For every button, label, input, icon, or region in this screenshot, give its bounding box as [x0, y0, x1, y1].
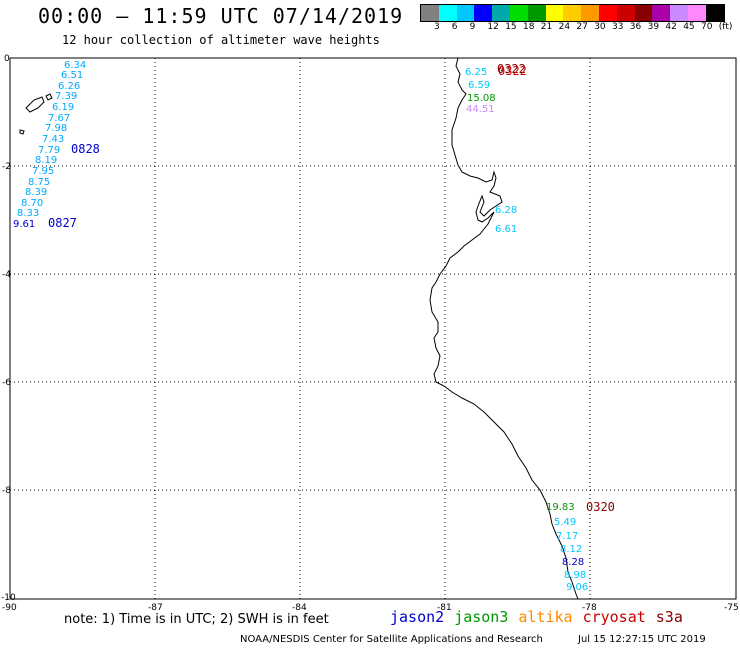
pass-time-label: 0322	[498, 64, 527, 78]
footer-credit: NOAA/NESDIS Center for Satellite Applica…	[240, 634, 543, 645]
swh-value: 6.26	[58, 81, 80, 92]
pass-time-label: 0320	[586, 500, 615, 514]
y-tick-label: -10	[1, 593, 16, 603]
color-scale-bar	[420, 4, 725, 22]
swh-value: 8.98	[564, 570, 586, 581]
x-tick-label: -87	[148, 603, 163, 613]
swh-value: 8.12	[560, 544, 582, 555]
satellite-label-cryosat: cryosat	[582, 608, 646, 626]
y-tick-label: -6	[2, 378, 11, 388]
swh-value: 7.67	[48, 113, 70, 124]
color-scale-tick: 24	[558, 22, 571, 32]
swh-value: 7.43	[42, 134, 64, 145]
islands	[19, 93, 53, 135]
x-tick-label: -90	[2, 603, 17, 613]
swh-value: 19.83	[546, 502, 575, 513]
map-title: 00:00 – 11:59 UTC 07/14/2019	[38, 4, 404, 28]
color-swatch	[652, 5, 671, 21]
swh-value: 6.61	[495, 224, 517, 235]
color-swatch	[687, 5, 706, 21]
color-swatch	[598, 5, 617, 21]
color-swatch	[492, 5, 510, 21]
swh-value: 6.19	[52, 102, 74, 113]
note-text: note: 1) Time is in UTC; 2) SWH is in fe…	[64, 612, 329, 627]
color-scale-tick: 12	[487, 22, 499, 32]
x-tick-label: -78	[582, 603, 597, 613]
color-scale-tick: 39	[647, 22, 660, 32]
color-scale-tick: 27	[576, 22, 588, 32]
swh-value: 6.34	[64, 60, 86, 71]
y-tick-label: -4	[2, 270, 11, 280]
swh-value: 8.75	[28, 177, 50, 188]
color-swatch	[670, 5, 688, 21]
swh-value: 9.06	[566, 582, 588, 593]
swh-value: 15.08	[467, 93, 496, 104]
color-scale-ticks: 3 6 9 12 15 18 21 24 27 30 33 36 39 42 45 70 (ft)	[420, 22, 740, 36]
color-swatch	[509, 5, 528, 21]
color-scale-tick: 36	[629, 22, 642, 32]
color-swatch	[421, 5, 439, 21]
coastline	[429, 57, 579, 600]
color-swatch	[634, 5, 653, 21]
swh-value: 7.79	[38, 145, 60, 156]
color-scale-tick: 21	[540, 22, 553, 32]
y-tick-label: 0	[4, 54, 10, 64]
swh-value: 7.95	[32, 166, 54, 177]
swh-value: 6.59	[468, 80, 490, 91]
footer-timestamp: Jul 15 12:27:15 UTC 2019	[578, 634, 706, 645]
color-scale-tick: 15	[505, 22, 517, 32]
color-scale-tick: 18	[523, 22, 535, 32]
swh-value: 8.19	[35, 155, 57, 166]
color-swatch	[581, 5, 599, 21]
swh-value: 7.17	[556, 531, 578, 542]
x-tick-label: -75	[724, 603, 739, 613]
color-scale-tick: 42	[665, 22, 677, 32]
color-scale-tick: 9	[469, 22, 476, 32]
color-scale-tick: 33	[612, 22, 624, 32]
color-swatch	[438, 5, 457, 21]
color-scale-tick: 3	[434, 22, 440, 32]
swh-value: 8.70	[21, 198, 43, 209]
color-scale-tick: 70	[701, 22, 713, 32]
satellite-legend: jason2 jason3 altika cryosat s3a	[390, 608, 683, 626]
swh-value: 7.39	[55, 91, 77, 102]
color-scale-tick: 30	[594, 22, 606, 32]
map-subtitle: 12 hour collection of altimeter wave hei…	[62, 33, 380, 47]
swh-value: 9.61	[13, 219, 35, 230]
swh-value: 6.28	[495, 205, 517, 216]
color-swatch	[616, 5, 635, 21]
grid-lines	[10, 58, 736, 599]
y-tick-label: -8	[2, 486, 11, 496]
swh-value: 6.25	[465, 67, 487, 78]
satellite-label-jason3: jason3	[454, 608, 509, 626]
swh-value: 8.28	[562, 557, 584, 568]
x-tick-label: -81	[437, 603, 452, 613]
x-tick-label: -84	[292, 603, 307, 613]
swh-value: 5.49	[554, 517, 576, 528]
swh-value: 44.51	[466, 104, 495, 115]
color-scale-tick: 45	[683, 22, 695, 32]
color-swatch	[527, 5, 546, 21]
color-swatch	[456, 5, 475, 21]
swh-value: 7.98	[45, 123, 67, 134]
color-scale-tick: (ft)	[718, 22, 733, 32]
pass-time-label: 0322	[497, 62, 526, 76]
color-scale-tick: 6	[451, 22, 458, 32]
pass-time-label: 0828	[71, 142, 100, 156]
color-swatch	[545, 5, 564, 21]
satellite-label-s3a: s3a	[655, 608, 683, 626]
swh-value: 8.39	[25, 187, 47, 198]
color-swatch	[474, 5, 493, 21]
satellite-label-altika: altika	[518, 608, 573, 626]
map-frame	[9, 57, 737, 600]
y-tick-label: -2	[2, 162, 11, 172]
pass-time-label: 0827	[48, 216, 77, 230]
color-swatch	[563, 5, 582, 21]
color-swatch	[705, 5, 724, 21]
satellite-label-jason2: jason2	[390, 608, 445, 626]
swh-value: 8.33	[17, 208, 39, 219]
swh-value: 6.51	[61, 70, 83, 81]
